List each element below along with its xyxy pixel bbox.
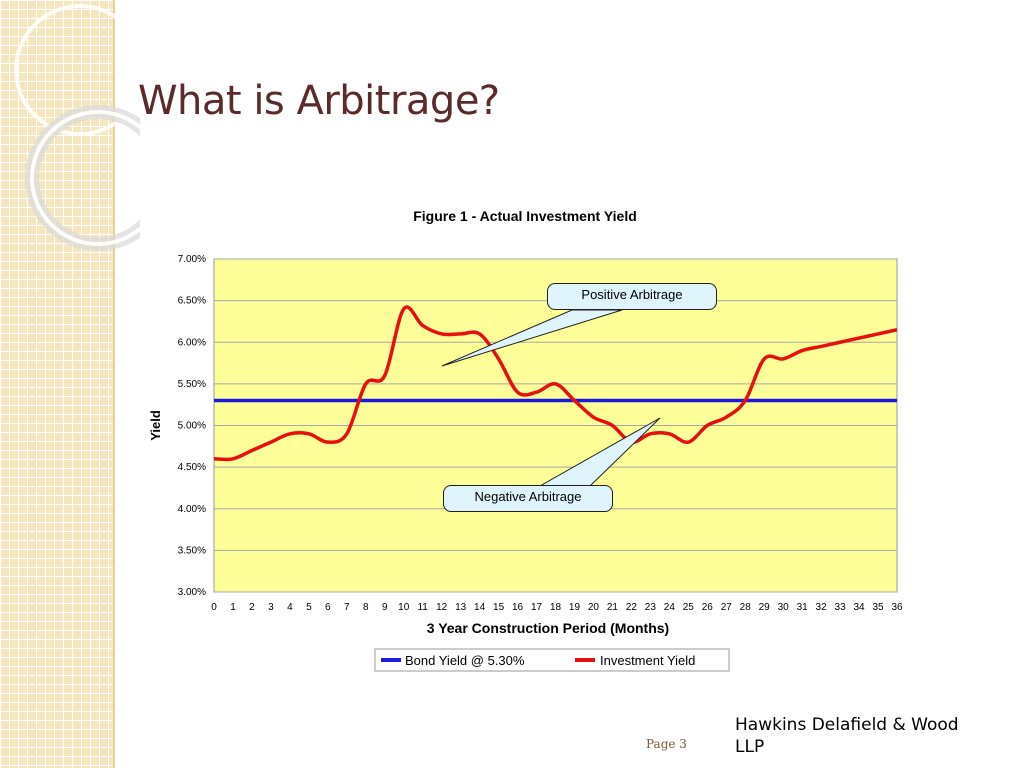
x-tick-label: 17 xyxy=(531,602,543,613)
x-tick-label: 12 xyxy=(436,602,448,613)
y-tick-label: 5.00% xyxy=(178,421,206,432)
chart-title: Figure 1 - Actual Investment Yield xyxy=(413,208,637,224)
y-tick-label: 4.50% xyxy=(178,462,206,473)
y-tick-label: 4.00% xyxy=(178,504,206,515)
y-tick-label: 3.00% xyxy=(178,587,206,598)
x-tick-label: 35 xyxy=(872,602,884,613)
x-tick-label: 18 xyxy=(550,602,562,613)
firm-name-line1: Hawkins Delafield & Wood xyxy=(735,715,959,735)
positive-arbitrage-callout: Positive Arbitrage xyxy=(547,283,717,310)
series-layer xyxy=(213,305,898,462)
x-tick-label: 33 xyxy=(835,602,847,613)
chart-legend: Bond Yield @ 5.30% Investment Yield xyxy=(374,648,730,672)
y-axis-label: Yield xyxy=(148,410,163,441)
x-tick-label: 24 xyxy=(664,602,676,613)
x-tick-label: 29 xyxy=(759,602,771,613)
gridlines xyxy=(214,258,897,593)
firm-name-line2: LLP xyxy=(735,737,765,757)
page-number: Page 3 xyxy=(646,737,687,751)
x-tick-label: 3 xyxy=(268,602,274,613)
decorative-rings xyxy=(14,4,140,251)
decorative-ring-top xyxy=(14,4,140,136)
x-tick-label: 30 xyxy=(778,602,790,613)
y-tick-label: 6.00% xyxy=(178,337,206,348)
side-panel-edge xyxy=(113,0,115,768)
x-tick-label: 26 xyxy=(702,602,714,613)
x-tick-label: 25 xyxy=(683,602,695,613)
x-tick-label: 14 xyxy=(474,602,486,613)
x-tick-label: 10 xyxy=(398,602,410,613)
negative-arbitrage-callout: Negative Arbitrage xyxy=(443,485,613,512)
positive-arbitrage-label: Positive Arbitrage xyxy=(581,287,683,302)
y-tick-label: 6.50% xyxy=(178,296,206,307)
x-tick-label: 2 xyxy=(249,602,255,613)
x-tick-label: 15 xyxy=(493,602,505,613)
x-tick-label: 13 xyxy=(455,602,467,613)
x-tick-label: 8 xyxy=(363,602,369,613)
legend-investment-label: Investment Yield xyxy=(600,653,695,668)
investment-yield-line xyxy=(213,305,898,462)
x-axis-label: 3 Year Construction Period (Months) xyxy=(427,620,669,636)
x-tick-label: 27 xyxy=(721,602,733,613)
x-tick-label: 23 xyxy=(645,602,657,613)
x-axis-ticks: 0 1 2 3 4 5 6 7 8 9 10 11 12 13 14 15 16 17 18 19 20 21 22 23 24… xyxy=(211,602,903,613)
legend-bond-label: Bond Yield @ 5.30% xyxy=(405,653,525,668)
x-tick-label: 20 xyxy=(588,602,600,613)
x-tick-label: 7 xyxy=(344,602,350,613)
x-tick-label: 5 xyxy=(306,602,312,613)
firm-name: Hawkins Delafield & Wood LLP xyxy=(735,714,1005,758)
x-tick-label: 21 xyxy=(607,602,619,613)
y-tick-label: 3.50% xyxy=(178,545,206,556)
x-tick-label: 19 xyxy=(569,602,581,613)
x-tick-label: 32 xyxy=(816,602,828,613)
decorative-ring-bottom-inner xyxy=(30,110,140,246)
slide-title: What is Arbitrage? xyxy=(138,78,500,124)
negative-arbitrage-label: Negative Arbitrage xyxy=(474,489,582,504)
x-tick-label: 28 xyxy=(740,602,752,613)
legend-box xyxy=(374,648,730,672)
x-tick-label: 16 xyxy=(512,602,524,613)
x-tick-label: 9 xyxy=(382,602,388,613)
x-tick-label: 34 xyxy=(853,602,865,613)
y-tick-label: 5.50% xyxy=(178,379,206,390)
x-tick-label: 0 xyxy=(211,602,217,613)
x-tick-label: 11 xyxy=(417,602,428,613)
y-tick-label: 7.00% xyxy=(178,254,206,265)
x-tick-label: 1 xyxy=(230,602,236,613)
y-axis-ticks: 3.00% 3.50% 4.00% 4.50% 5.00% 5.50% 6.00% 6.50%… xyxy=(178,254,206,598)
x-tick-label: 22 xyxy=(626,602,638,613)
x-tick-label: 6 xyxy=(325,602,331,613)
x-tick-label: 36 xyxy=(891,602,903,613)
positive-callout-pointer xyxy=(441,309,623,367)
x-tick-label: 4 xyxy=(287,602,293,613)
x-tick-label: 31 xyxy=(797,602,809,613)
